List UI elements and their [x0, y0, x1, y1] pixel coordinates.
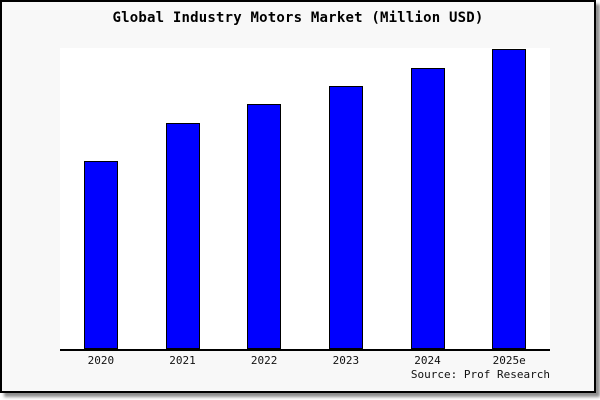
x-tick-label-2025e: 2025e: [492, 354, 526, 367]
bar-slot: [468, 48, 550, 349]
bar-2024: [410, 68, 445, 349]
chart-title: Global Industry Motors Market (Million U…: [112, 10, 484, 26]
bar-2022: [247, 104, 282, 349]
bar-slot: [142, 48, 224, 349]
bar-2020: [83, 161, 118, 349]
bar-2025e: [492, 49, 527, 349]
x-axis-tick-labels: 2020 2021 2022 2023 2024 2025e: [60, 354, 550, 367]
x-tick-label-2022: 2022: [250, 354, 278, 367]
bar-slot: [305, 48, 387, 349]
x-tick-label-2024: 2024: [414, 354, 441, 367]
source-credit: Source: Prof Research: [410, 368, 550, 381]
x-tick-label-2023: 2023: [332, 354, 360, 367]
bars-container: [60, 48, 550, 349]
x-tick-label-2021: 2021: [169, 354, 196, 367]
chart-card: Global Industry Motors Market (Million U…: [0, 0, 596, 393]
x-tick-label-2020: 2020: [87, 354, 115, 367]
bar-slot: [60, 48, 142, 349]
bar-2023: [328, 86, 363, 349]
plot-area: [60, 48, 550, 351]
bar-slot: [223, 48, 305, 349]
bar-slot: [387, 48, 469, 349]
bar-2021: [165, 123, 200, 349]
